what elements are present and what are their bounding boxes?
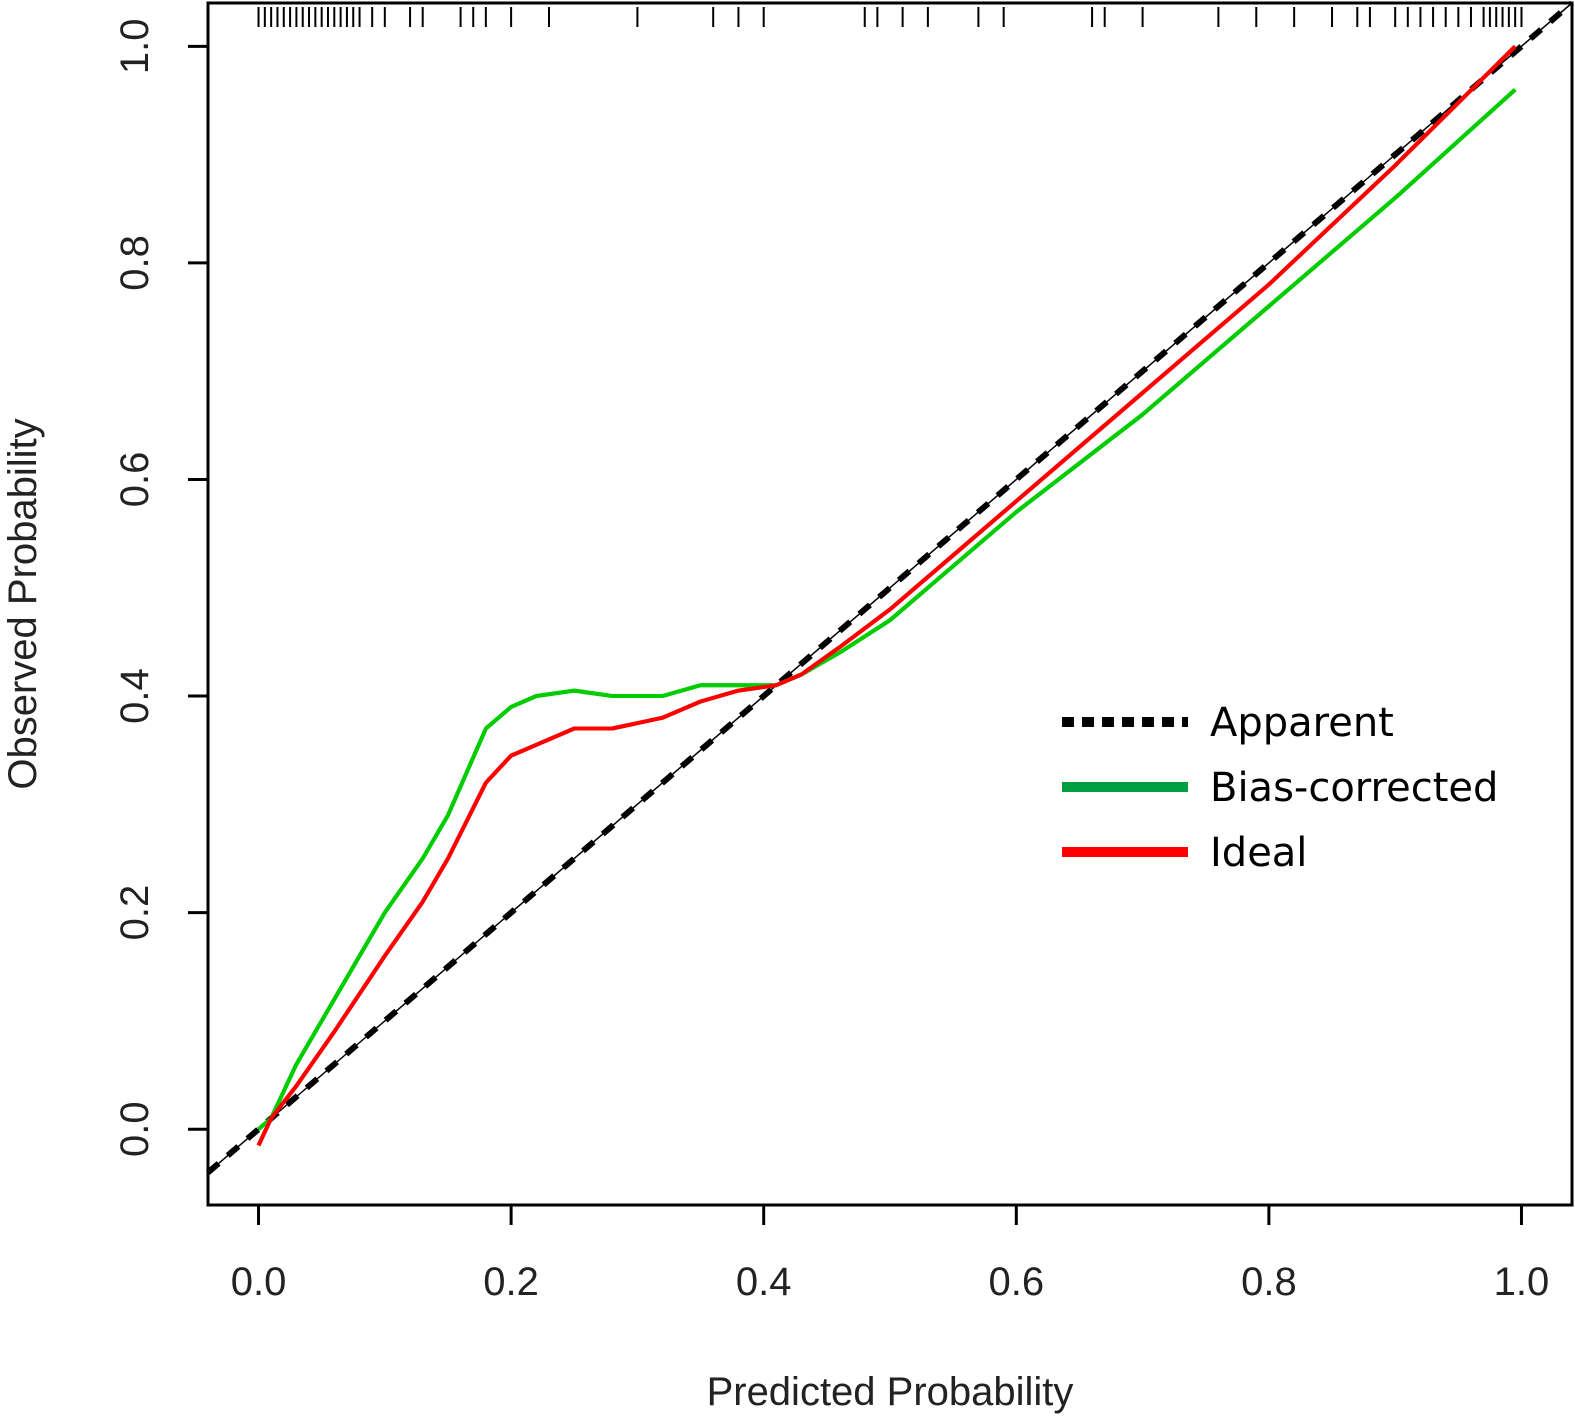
legend-label-0: Apparent <box>1210 700 1394 746</box>
x-axis: 0.0 0.2 0.4 0.6 0.8 1.0 <box>231 1205 1550 1304</box>
series-line-overlay <box>257 88 1517 1131</box>
legend-label-1: Bias-corrected <box>1210 765 1498 811</box>
legend: Apparent Bias-corrected Ideal <box>1062 700 1498 876</box>
x-tick-label-5: 1.0 <box>1494 1260 1550 1304</box>
series-group <box>206 0 1574 1175</box>
y-tick-label-2: 0.4 <box>113 668 157 724</box>
rug-ticks <box>257 7 1523 27</box>
x-tick-label-0: 0.0 <box>231 1260 287 1304</box>
x-axis-title: Predicted Probability <box>707 1370 1074 1414</box>
y-tick-label-1: 0.2 <box>113 885 157 941</box>
series-line-ideal <box>256 44 1517 1147</box>
y-tick-label-5: 1.0 <box>113 19 157 75</box>
diagonal-hairline <box>207 2 1573 1174</box>
x-tick-label-1: 0.2 <box>483 1260 539 1304</box>
y-axis-title: Observed Probability <box>1 418 45 789</box>
y-axis: 0.0 0.2 0.4 0.6 0.8 1.0 <box>113 19 208 1157</box>
plot-frame <box>206 1 1574 1207</box>
x-tick-label-4: 0.8 <box>1241 1260 1297 1304</box>
series-line-overlay <box>256 44 1517 1147</box>
x-tick-label-3: 0.6 <box>988 1260 1044 1304</box>
y-tick-label-3: 0.6 <box>113 452 157 508</box>
y-tick-label-0: 0.0 <box>113 1101 157 1157</box>
x-tick-label-2: 0.4 <box>736 1260 792 1304</box>
legend-label-2: Ideal <box>1210 830 1307 876</box>
y-tick-label-4: 0.8 <box>113 235 157 291</box>
